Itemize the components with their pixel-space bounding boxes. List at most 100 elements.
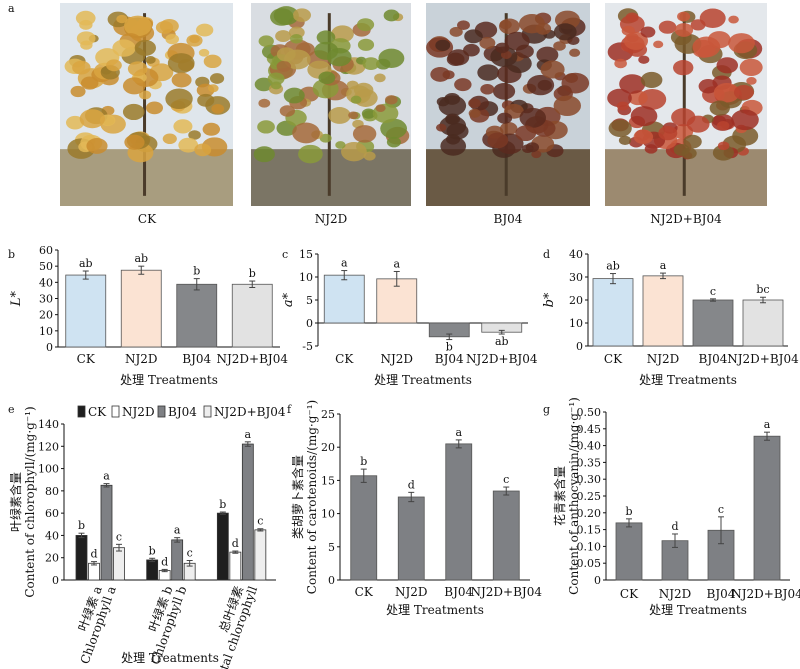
category-label: NJ2D+BJ04: [470, 585, 542, 599]
leaf: [70, 85, 86, 98]
y-tick-label: 20: [45, 552, 59, 565]
leaf: [713, 83, 740, 103]
leaf: [480, 84, 495, 95]
leaf: [464, 29, 483, 44]
leaf: [463, 43, 480, 57]
legend-swatch: [111, 405, 120, 418]
bar-d-2: [692, 299, 734, 347]
y-axis-label: b*: [542, 292, 557, 307]
y-tick-label: 100: [38, 463, 59, 476]
leaf: [468, 108, 481, 118]
y-tick-label: 15: [321, 474, 335, 487]
bar-b-3: [231, 283, 273, 348]
leaf: [331, 25, 354, 43]
bar-b-0: [65, 274, 107, 348]
leaf: [383, 9, 400, 22]
bar-g-0: [615, 522, 643, 581]
leaf: [447, 49, 470, 66]
leaf: [283, 87, 305, 104]
significance-letter: d: [90, 548, 97, 561]
chart-d: 0 10 20 30 40 ab CK a NJ2D c BJ04 bc NJ2D+BJ04 处理 Tre…: [542, 248, 799, 387]
leaf: [196, 23, 214, 37]
photo-ck: [60, 3, 233, 206]
leaf: [341, 142, 367, 162]
category-label: BJ04: [707, 587, 736, 601]
panel-letter-g: g: [543, 403, 551, 416]
bar-e-NJ2D+BJ04-0: [113, 547, 125, 581]
leaf: [690, 19, 706, 31]
significance-letter: b: [249, 267, 256, 280]
leaf: [712, 144, 734, 161]
significance-letter: a: [341, 257, 348, 270]
leaf: [526, 74, 555, 96]
leaf: [194, 143, 212, 157]
leaf: [633, 129, 654, 145]
bar-c-0: [323, 274, 365, 324]
y-axis-label-en: Content of chlorophyll/(mg·g⁻¹): [23, 406, 37, 597]
y-axis-label-en: Content of anthocyanin/(mg·g⁻¹): [567, 397, 581, 595]
significance-letter: b: [360, 455, 367, 468]
category-label: NJ2D: [395, 585, 428, 599]
y-tick-label: 0.25: [577, 490, 602, 503]
y-tick-label: 0.50: [577, 406, 602, 419]
significance-letter: ab: [606, 260, 620, 273]
photo-scene: [426, 3, 590, 206]
significance-letter: b: [78, 519, 85, 532]
category-label: NJ2D: [380, 352, 413, 366]
significance-letter: c: [116, 530, 122, 543]
chart-g: 0 0.05 0.10 0.15 0.20 0.25 0.30 0.35 0.40 0.45 0.5…: [552, 397, 800, 617]
leaf: [267, 72, 285, 86]
significance-letter: c: [257, 515, 263, 528]
leaf: [356, 18, 375, 32]
significance-letter: a: [245, 428, 252, 441]
leaf: [173, 119, 193, 134]
y-tick-label: 140: [38, 418, 59, 431]
category-label: NJ2D+BJ04: [731, 587, 800, 601]
significance-letter: b: [219, 498, 226, 511]
bar-d-1: [642, 275, 684, 347]
bar-f-3: [492, 490, 520, 581]
leaf: [76, 31, 96, 46]
y-tick-label: 30: [569, 271, 583, 284]
significance-letter: a: [660, 259, 667, 272]
category-label: CK: [604, 352, 623, 366]
y-axis-label-cn: 类胡萝卜素含量: [290, 455, 305, 539]
y-tick-label: 0: [594, 574, 601, 587]
leaf: [335, 141, 346, 149]
y-tick-label: 20: [569, 294, 583, 307]
x-axis-label: 处理 Treatments: [639, 373, 737, 387]
legend-label: CK: [88, 405, 107, 419]
significance-letter: b: [149, 544, 156, 557]
leaf: [275, 30, 292, 43]
leaf: [363, 151, 376, 161]
leaf: [479, 37, 496, 50]
leaf: [477, 64, 500, 81]
leaf: [276, 47, 296, 62]
bar-e-NJ2D-2: [229, 551, 242, 581]
category-label: BJ04: [435, 352, 464, 366]
leaf: [515, 125, 537, 142]
significance-letter: b: [625, 505, 632, 518]
y-tick-label: 20: [39, 309, 53, 322]
leaf: [628, 90, 648, 106]
leaf: [698, 78, 718, 94]
y-tick-label: 5: [328, 541, 335, 554]
leaf: [279, 105, 296, 117]
leaf: [454, 78, 472, 92]
legend-label: NJ2D: [122, 405, 155, 419]
leaf: [374, 73, 386, 83]
y-axis-label-cn: 叶绿素含量: [8, 472, 23, 532]
x-axis-label: 处理 Treatments: [374, 373, 472, 387]
panel-letter-a: a: [8, 2, 15, 15]
leaf: [197, 93, 215, 107]
leaf: [739, 58, 763, 76]
leaf: [440, 136, 467, 156]
category-label: BJ04: [182, 352, 211, 366]
photo-scene: [60, 3, 233, 206]
y-tick-label: 60: [45, 507, 59, 520]
leaf: [683, 134, 702, 149]
panel-letter-c: c: [282, 248, 289, 261]
legend-swatch: [77, 405, 86, 418]
photo-scene: [605, 3, 767, 206]
